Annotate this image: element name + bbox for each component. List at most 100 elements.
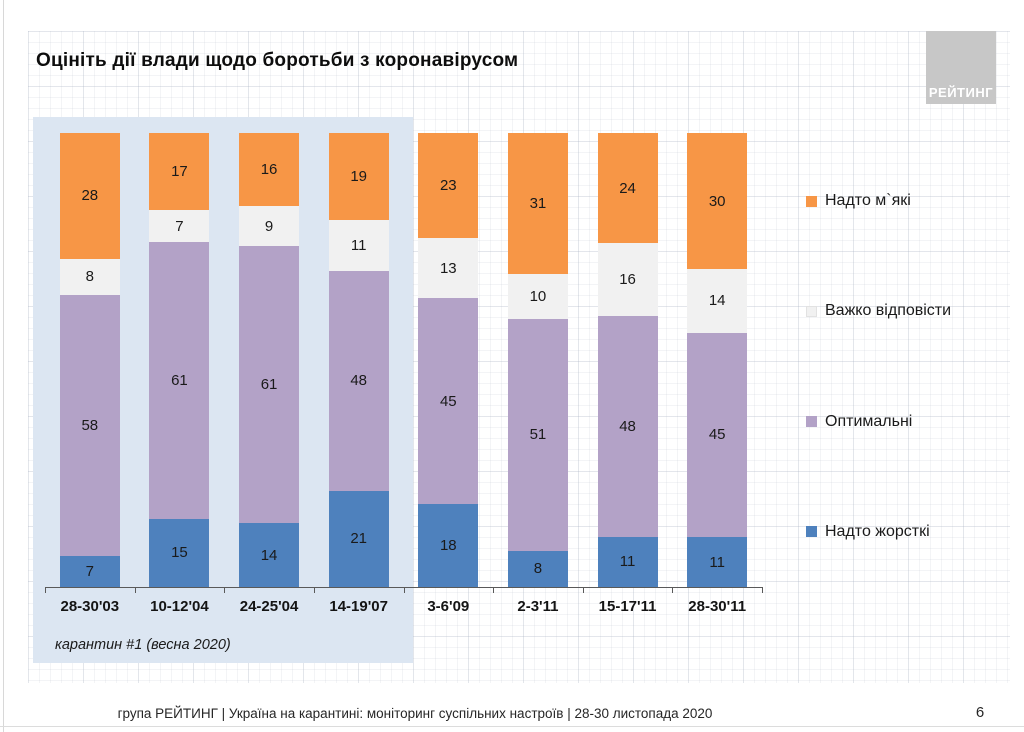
x-axis-label: 28-30'03 [60,598,120,615]
x-axis-label: 28-30'11 [688,598,747,615]
bar-value-label: 61 [260,376,278,394]
bar-column: 28 8 58 7 [45,133,135,587]
bar-value-label: 24 [619,179,636,197]
bar-segment-too-harsh: 15 [149,518,210,587]
bar-value-label: 48 [350,372,368,390]
bar-value-label: 30 [708,192,726,210]
x-axis-tick [224,588,226,593]
bar-column: 30 14 45 11 [672,133,762,587]
x-axis-tick [134,588,136,593]
bar-segment-too-soft: 23 [418,133,479,239]
bar-column: 19 11 48 21 [314,133,404,587]
bar-value-label: 10 [529,287,547,305]
legend-swatch-hard-to-say [806,305,817,317]
bar-value-label: 17 [171,163,188,181]
bar-value-label: 31 [529,194,547,212]
bar-segment-hard-to-say: 8 [59,258,120,295]
slide-bottom-rule [0,726,1024,727]
bar-value-label: 11 [709,553,725,571]
bar-segment-too-soft: 31 [507,133,568,274]
bar-value-label: 8 [533,560,543,578]
bar-value-label: 58 [81,416,99,434]
x-axis-tick [762,588,763,593]
bar-value-label: 51 [529,426,547,444]
bar-segment-too-harsh: 7 [59,555,120,587]
bar-segment-too-soft: 24 [597,133,658,244]
bar-segment-too-soft: 16 [239,133,300,206]
bar-column: 17 7 61 15 [135,133,225,587]
bar-segment-optimal: 48 [597,316,658,537]
bar-value-label: 16 [260,160,278,178]
bar-stack: 28 8 58 7 [59,133,120,587]
bar-stack: 30 14 45 11 [687,133,748,587]
rating-group-logo: РЕЙТИНГ [926,31,996,104]
bar-segment-too-harsh: 14 [239,523,300,587]
bar-segment-optimal: 61 [239,246,300,524]
bar-segment-hard-to-say: 14 [687,269,748,333]
bar-stack: 24 16 48 11 [597,133,658,587]
footer-text: група РЕЙТИНГ | Україна на карантині: мо… [117,706,713,721]
x-axis-label: 14-19'07 [329,598,388,615]
x-axis-tick [403,588,405,593]
bar-value-label: 19 [350,168,368,186]
bar-value-label: 16 [619,271,636,289]
bar-column: 31 10 51 8 [493,133,583,587]
bar-segment-too-soft: 28 [59,133,120,259]
bar-segment-too-soft: 30 [687,133,748,270]
x-axis-labels: 28-30'03 10-12'04 24-25'04 14-19'07 3-6'09 2-… [45,598,762,618]
bar-segment-too-harsh: 11 [597,536,658,587]
bar-value-label: 9 [264,217,274,235]
legend-swatch-too-soft [806,195,817,207]
bar-stack: 23 13 45 18 [418,133,479,587]
legend-label: Надто жорсткі [825,522,930,540]
bar-column: 23 13 45 18 [404,133,494,587]
bar-segment-hard-to-say: 10 [507,273,568,320]
bar-segment-too-harsh: 11 [687,537,748,587]
x-axis-label: 15-17'11 [598,598,657,615]
legend-swatch-optimal [806,416,817,428]
x-axis-label: 3-6'09 [427,598,470,615]
bar-value-label: 8 [85,268,94,286]
bar-column: 16 9 61 14 [224,133,314,587]
bar-value-label: 14 [260,546,278,564]
bar-segment-too-soft: 19 [328,133,389,221]
x-axis-tick [45,588,46,593]
bar-value-label: 28 [81,187,99,205]
x-axis-tick [582,588,584,593]
stacked-bar-chart: 28 8 58 7 17 7 61 15 16 9 61 14 19 11 48 21 23 13 45 18 31 10… [45,133,762,587]
legend-label: Важко відповісти [825,302,952,320]
bar-segment-optimal: 51 [507,319,568,551]
x-axis-tick [493,588,495,593]
x-axis-tick [313,588,315,593]
bar-segment-optimal: 48 [328,270,389,491]
bar-segment-optimal: 58 [59,294,120,556]
bar-value-label: 14 [708,292,726,310]
bar-segment-hard-to-say: 16 [597,243,658,317]
quarantine-annotation: карантин #1 (весна 2020) [55,637,231,653]
legend-item-too-harsh: Надто жорсткі [806,523,930,541]
bar-segment-hard-to-say: 9 [239,205,300,247]
bar-segment-optimal: 61 [149,241,210,519]
legend-item-too-soft: Надто м`які [806,192,911,210]
bar-segment-too-harsh: 8 [507,550,568,587]
legend-label: Надто м`які [825,192,911,209]
bar-value-label: 18 [439,537,457,555]
bar-value-label: 48 [619,417,636,435]
bar-value-label: 61 [171,371,188,389]
legend-swatch-too-harsh [806,526,817,538]
bar-value-label: 7 [85,562,94,580]
x-axis-line [45,587,763,588]
bar-segment-hard-to-say: 11 [328,220,389,271]
bar-value-label: 45 [439,392,457,410]
bar-value-label: 21 [350,530,368,548]
legend-item-hard-to-say: Важко відповісти [806,302,951,320]
slide-left-edge [3,0,4,732]
bar-value-label: 45 [708,426,726,444]
legend-label: Оптимальні [825,412,913,430]
bar-segment-hard-to-say: 7 [149,210,210,242]
rating-group-logo-label: РЕЙТИНГ [928,85,994,100]
bar-segment-too-harsh: 21 [328,490,389,587]
bar-segment-optimal: 45 [418,298,479,505]
bar-stack: 16 9 61 14 [239,133,300,587]
bar-segment-too-soft: 17 [149,133,210,211]
